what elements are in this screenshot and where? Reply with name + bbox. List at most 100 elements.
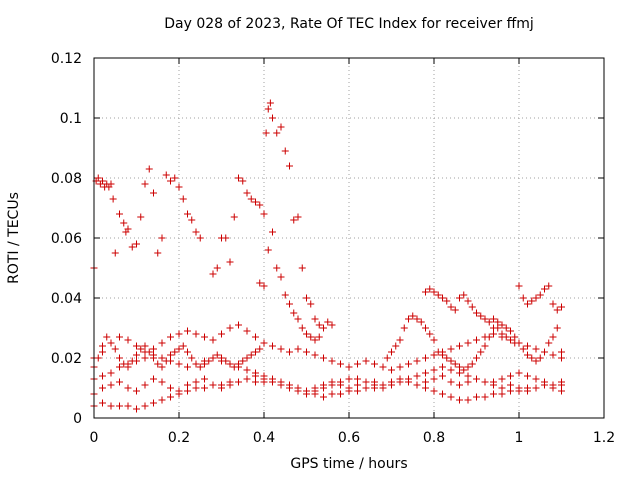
data-point	[281, 147, 289, 155]
data-point	[256, 345, 264, 353]
data-point	[120, 219, 128, 227]
data-point	[498, 390, 506, 398]
data-point	[311, 387, 319, 395]
data-point	[167, 351, 174, 359]
data-point	[532, 357, 540, 365]
data-point	[528, 297, 536, 305]
data-point	[277, 345, 285, 353]
data-point	[124, 336, 132, 344]
data-point	[171, 174, 179, 182]
y-tick-label: 0.12	[51, 51, 82, 67]
data-point	[464, 339, 472, 347]
data-point	[167, 384, 174, 392]
data-point	[396, 363, 404, 371]
data-point	[498, 384, 506, 392]
data-point	[558, 348, 565, 356]
data-point	[524, 300, 531, 308]
tick-labels: 0 0.2 0.4 0.6 0.8 1 1.2 0 0.02 0.04 0.06 0.08 0.1 0.1…	[51, 51, 615, 446]
data-point	[99, 177, 106, 185]
data-point	[549, 333, 557, 341]
data-point	[328, 357, 336, 365]
data-point	[133, 405, 140, 413]
data-point	[273, 129, 281, 137]
data-point	[226, 378, 234, 386]
data-point	[141, 354, 149, 362]
data-point	[235, 378, 242, 386]
data-point	[515, 369, 523, 377]
data-point	[490, 330, 497, 338]
data-point	[201, 360, 208, 368]
x-tick-label: 0.6	[338, 430, 360, 446]
data-point	[558, 387, 565, 395]
data-point	[396, 378, 404, 386]
data-point	[124, 225, 132, 233]
data-point	[235, 174, 242, 182]
data-point	[99, 342, 106, 350]
data-point	[239, 177, 247, 185]
data-point	[150, 354, 157, 362]
data-point	[485, 333, 493, 341]
data-point	[196, 234, 204, 242]
data-point	[532, 345, 540, 353]
data-point	[188, 216, 196, 224]
data-point	[120, 360, 128, 368]
data-point	[269, 228, 276, 236]
data-point	[116, 333, 123, 341]
data-point	[464, 372, 472, 380]
data-point	[388, 366, 395, 374]
data-point	[99, 348, 106, 356]
data-point	[303, 294, 310, 302]
data-point	[354, 375, 361, 383]
data-points	[90, 99, 565, 413]
data-point	[481, 393, 489, 401]
data-point	[184, 381, 191, 389]
data-point	[379, 384, 387, 392]
data-point	[447, 303, 455, 311]
data-point	[252, 198, 259, 206]
data-point	[473, 375, 480, 383]
data-point	[524, 372, 531, 380]
data-point	[311, 351, 319, 359]
data-point	[507, 327, 514, 335]
data-point	[103, 333, 111, 341]
series-sat-j	[383, 312, 565, 374]
y-tick-label: 0.02	[51, 351, 82, 367]
data-point	[434, 291, 442, 299]
data-point	[150, 399, 157, 407]
data-point	[209, 381, 217, 389]
data-point	[260, 372, 268, 380]
data-point	[262, 129, 270, 137]
data-point	[536, 354, 544, 362]
data-point	[209, 336, 217, 344]
data-point	[158, 363, 166, 371]
data-point	[541, 285, 548, 293]
data-point	[158, 339, 166, 347]
data-point	[460, 291, 468, 299]
data-point	[124, 384, 132, 392]
data-point	[320, 384, 327, 392]
data-point	[354, 387, 361, 395]
data-point	[447, 366, 455, 374]
data-point	[320, 393, 327, 401]
data-point	[192, 330, 200, 338]
data-point	[362, 384, 370, 392]
data-point	[439, 351, 446, 359]
data-point	[477, 312, 485, 320]
data-point	[286, 300, 293, 308]
data-point	[519, 345, 527, 353]
data-point	[498, 330, 506, 338]
data-point	[218, 354, 225, 362]
data-point	[439, 363, 446, 371]
data-point	[137, 213, 145, 221]
data-point	[175, 360, 183, 368]
data-point	[536, 291, 544, 299]
data-point	[158, 234, 166, 242]
data-point	[107, 402, 115, 410]
data-point	[99, 384, 106, 392]
data-point	[256, 201, 264, 209]
data-point	[447, 378, 455, 386]
data-point	[430, 288, 438, 296]
data-point	[494, 318, 502, 326]
data-point	[311, 336, 319, 344]
data-point	[447, 345, 455, 353]
